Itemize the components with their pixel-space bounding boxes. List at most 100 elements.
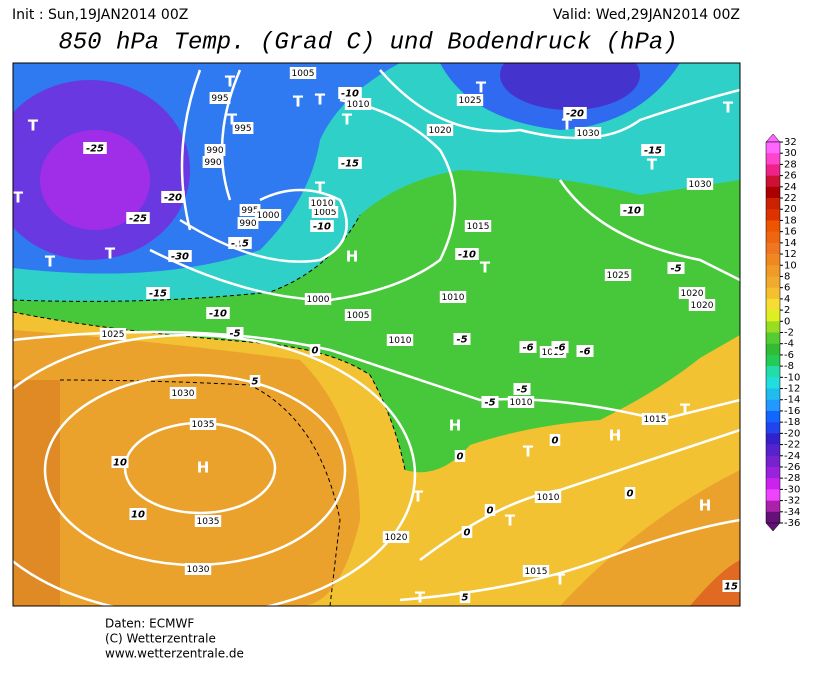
- pressure-label: 990: [239, 219, 256, 229]
- pressure-label: 1010: [510, 398, 533, 408]
- colorbar-label: -24: [784, 451, 800, 462]
- pressure-center: T: [555, 571, 566, 589]
- temperature-label: -15: [149, 289, 167, 300]
- colorbar-cap: [765, 522, 781, 532]
- pressure-label-box: [237, 217, 259, 229]
- colorbar-label: 22: [784, 193, 797, 204]
- colorbar-label: 26: [784, 171, 797, 182]
- colorbar-label: -34: [784, 507, 800, 518]
- temperature-label-box: [168, 250, 192, 262]
- map-area: 1005101099599599099099510009901005101010…: [13, 63, 740, 606]
- field-warm: [690, 560, 740, 606]
- colorbar-label: 16: [784, 227, 797, 238]
- pressure-center: T: [723, 99, 734, 117]
- pressure-label-box: [209, 92, 231, 104]
- temperature-label: 0: [627, 489, 634, 500]
- temperature-label-box: [519, 341, 537, 353]
- colorbar-label: 0: [784, 316, 790, 327]
- pressure-center: T: [342, 111, 353, 129]
- pressure-center: T: [13, 189, 24, 207]
- temperature-label-box: [453, 333, 471, 345]
- colorbar-segment: [766, 500, 780, 513]
- pressure-label-box: [604, 269, 632, 281]
- colorbar-segment: [766, 175, 780, 188]
- colorbar: 32302826242220181614121086420-2-4-6-8-10…: [765, 133, 800, 532]
- pressure-label: 1025: [607, 271, 630, 281]
- pressure-label-box: [456, 94, 484, 106]
- temperature-label: 5: [462, 593, 469, 604]
- pressure-label-box: [574, 127, 602, 139]
- pressure-center: T: [45, 253, 56, 271]
- colorbar-segment: [766, 164, 780, 176]
- pressure-center: T: [315, 179, 326, 197]
- temperature-label-box: [481, 396, 499, 408]
- colorbar-label: 10: [784, 260, 797, 271]
- pressure-label: 1030: [187, 565, 210, 575]
- colorbar-segment: [766, 478, 780, 490]
- temperature-label-box: [226, 327, 244, 339]
- colorbar-segment: [766, 153, 780, 165]
- colorbar-segment: [766, 186, 780, 199]
- temperature-label: -5: [456, 335, 467, 346]
- temperature-label: -6: [522, 343, 533, 354]
- pressure-label-box: [344, 309, 372, 321]
- pressure-center: T: [413, 488, 424, 506]
- temperature-label-box: [484, 504, 496, 516]
- temperature-label: -5: [484, 398, 495, 409]
- pressure-label-box: [308, 197, 336, 209]
- temperature-label: 0: [487, 506, 494, 517]
- pressure-center: T: [28, 117, 39, 135]
- pressure-center: H: [197, 459, 210, 477]
- pressure-label: 1010: [389, 336, 412, 346]
- colorbar-segment: [766, 444, 780, 457]
- temperature-label: -15: [231, 239, 249, 250]
- temperature-label: -30: [171, 252, 189, 263]
- colorbar-label: -8: [784, 361, 794, 372]
- temperature-label-box: [309, 344, 321, 356]
- temperature-label: -5: [229, 329, 240, 340]
- pressure-label-box: [344, 98, 372, 110]
- pressure-center: H: [346, 248, 359, 266]
- temperature-label-box: [461, 526, 473, 538]
- pressure-label-box: [254, 209, 282, 221]
- colorbar-label: -10: [784, 372, 800, 383]
- pressure-label: 1000: [307, 295, 330, 305]
- temperature-label-box: [249, 375, 261, 387]
- colorbar-segment: [766, 254, 780, 266]
- colorbar-segment: [766, 142, 780, 154]
- temperature-label: -5: [670, 264, 681, 275]
- temperature-label-box: [310, 220, 334, 232]
- pressure-label-box: [232, 122, 254, 134]
- temperature-label: -20: [566, 109, 584, 120]
- temperature-label: -10: [458, 250, 476, 261]
- pressure-center: T: [233, 236, 244, 254]
- colorbar-cap: [765, 133, 781, 143]
- pressure-label: 1030: [689, 180, 712, 190]
- field-extreme-cold: [500, 63, 640, 110]
- pressure-label: 995: [241, 206, 258, 216]
- colorbar-label: -12: [784, 384, 800, 395]
- website: www.wetterzentrale.de: [105, 647, 244, 661]
- temperature-label-box: [129, 508, 147, 520]
- pressure-label: 995: [234, 124, 251, 134]
- pressure-label: 1000: [257, 211, 280, 221]
- pressure-label: 1010: [311, 199, 334, 209]
- pressure-label-box: [184, 563, 212, 575]
- colorbar-label: -14: [784, 395, 800, 406]
- colorbar-segment: [766, 343, 780, 356]
- pressure-center: H: [609, 427, 622, 445]
- colorbar-segment: [766, 265, 780, 277]
- field-extreme-cold: [40, 130, 150, 230]
- colorbar-label: 8: [784, 271, 790, 282]
- temperature-label: -10: [209, 309, 227, 320]
- pressure-label-box: [99, 328, 127, 340]
- colorbar-segment: [766, 198, 780, 210]
- colorbar-label: -4: [784, 339, 794, 350]
- pressure-label: 990: [204, 158, 221, 168]
- colorbar-label: -20: [784, 428, 800, 439]
- temperature-label-box: [459, 591, 471, 603]
- pressure-label: 1005: [314, 208, 337, 218]
- temperature-label: -5: [516, 385, 527, 396]
- temperature-label-box: [563, 107, 587, 119]
- map-title: 850 hPa Temp. (Grad C) und Bodendruck (h…: [58, 29, 677, 56]
